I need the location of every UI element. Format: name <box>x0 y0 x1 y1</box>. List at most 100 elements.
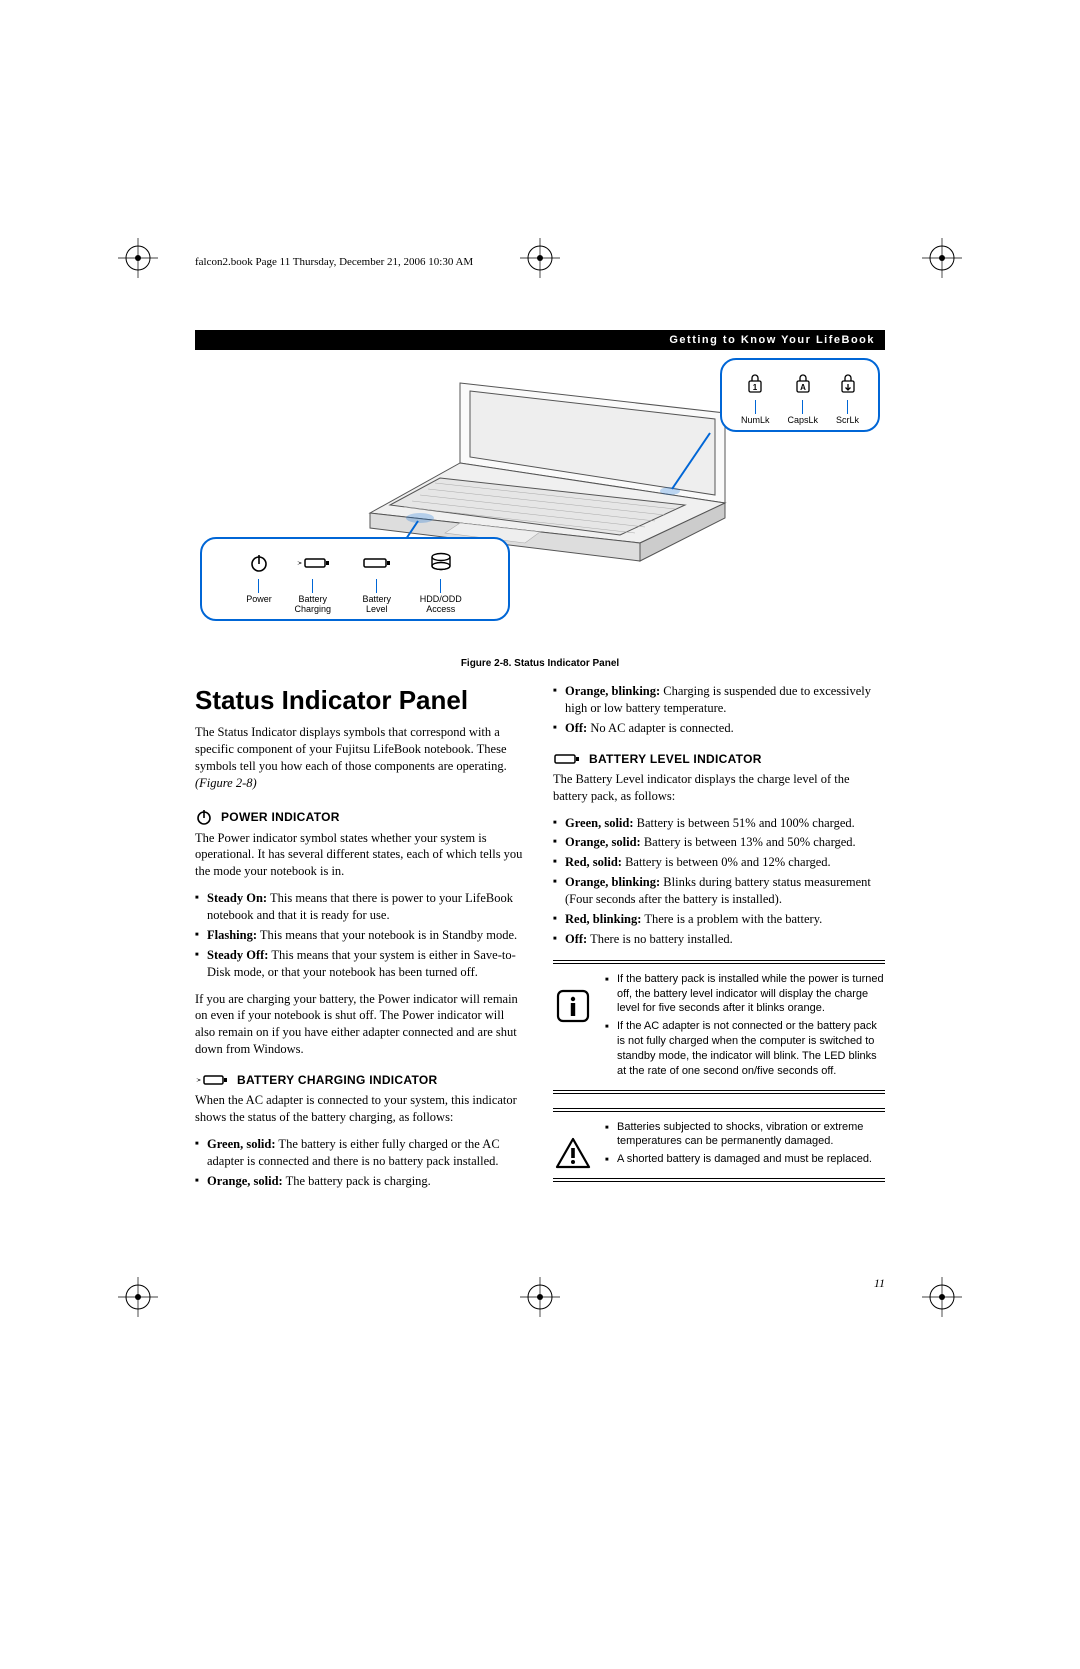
list-item: Batteries subjected to shocks, vibration… <box>605 1120 885 1150</box>
indicator-numlk: 1 NumLk <box>741 370 770 426</box>
charging-bullets-col1: Green, solid: The battery is either full… <box>195 1136 527 1190</box>
battery-charging-icon <box>195 1073 229 1087</box>
bullet-lead: Red, blinking: <box>565 912 641 926</box>
warning-icon <box>553 1136 593 1170</box>
indicator-label: ScrLk <box>836 416 859 426</box>
bullet-text: No AC adapter is connected. <box>587 721 733 735</box>
capslk-icon: A <box>793 370 813 398</box>
list-item: Steady On: This means that there is powe… <box>195 890 527 924</box>
list-item: Flashing: This means that your notebook … <box>195 927 527 944</box>
info-icon <box>553 988 593 1024</box>
section-title: POWER INDICATOR <box>221 809 340 825</box>
list-item: If the AC adapter is not connected or th… <box>605 1019 885 1078</box>
callout-right-row: 1 NumLk A CapsLk <box>734 370 866 426</box>
list-item: Orange, solid: The battery pack is charg… <box>195 1173 527 1190</box>
scrlk-icon <box>837 370 859 398</box>
list-item: If the battery pack is installed while t… <box>605 972 885 1017</box>
crop-mark <box>922 1277 962 1317</box>
list-item: Red, solid: Battery is between 0% and 12… <box>553 854 885 871</box>
power-bullets: Steady On: This means that there is powe… <box>195 890 527 980</box>
indicator-scrlk: ScrLk <box>836 370 859 426</box>
svg-text:A: A <box>800 383 806 392</box>
list-item: Steady Off: This means that your system … <box>195 947 527 981</box>
bullet-lead: Off: <box>565 932 587 946</box>
note-warning-bullets: Batteries subjected to shocks, vibration… <box>605 1120 885 1171</box>
list-item: Off: There is no battery installed. <box>553 931 885 948</box>
section-battlevel-heading: BATTERY LEVEL INDICATOR <box>553 751 885 767</box>
text-columns: Status Indicator Panel The Status Indica… <box>195 683 885 1200</box>
bullet-text: This means that your notebook is in Stan… <box>257 928 517 942</box>
figure-caption: Figure 2-8. Status Indicator Panel <box>195 658 885 669</box>
list-item: Red, blinking: There is a problem with t… <box>553 911 885 928</box>
content-area: Getting to Know Your LifeBook <box>195 330 885 1200</box>
list-item: Off: No AC adapter is connected. <box>553 720 885 737</box>
charging-body: When the AC adapter is connected to your… <box>195 1092 527 1126</box>
intro-paragraph: The Status Indicator displays symbols th… <box>195 724 527 792</box>
indicator-capslk: A CapsLk <box>787 370 818 426</box>
callout-right: 1 NumLk A CapsLk <box>720 358 880 432</box>
leader-line <box>312 579 313 593</box>
hdd-icon <box>429 549 453 577</box>
leader-line <box>802 400 803 414</box>
bullet-lead: Red, solid: <box>565 855 622 869</box>
page-number: 11 <box>874 1276 885 1291</box>
leader-line <box>440 579 441 593</box>
list-item: Green, solid: Battery is between 51% and… <box>553 815 885 832</box>
list-item: A shorted battery is damaged and must be… <box>605 1152 885 1167</box>
note-info-bullets: If the battery pack is installed while t… <box>605 972 885 1082</box>
callout-left: Power Battery Charging B <box>200 537 510 621</box>
bullet-lead: Green, solid: <box>565 816 634 830</box>
bullet-lead: Orange, solid: <box>565 835 641 849</box>
svg-text:1: 1 <box>753 383 758 392</box>
indicator-label: Power <box>246 595 272 605</box>
bullet-text: There is a problem with the battery. <box>641 912 822 926</box>
crop-mark <box>118 238 158 278</box>
section-power-heading: POWER INDICATOR <box>195 808 527 826</box>
bullet-text: Battery is between 51% and 100% charged. <box>634 816 855 830</box>
bullet-lead: Orange, blinking: <box>565 875 660 889</box>
note-info-block: If the battery pack is installed while t… <box>553 960 885 1094</box>
indicator-label: HDD/ODD Access <box>418 595 464 615</box>
crop-mark <box>520 238 560 278</box>
intro-text: The Status Indicator displays symbols th… <box>195 725 507 773</box>
note-warning-block: Batteries subjected to shocks, vibration… <box>553 1108 885 1183</box>
power-icon <box>195 808 213 826</box>
indicator-battery-level: Battery Level <box>354 549 400 615</box>
section-title: BATTERY CHARGING INDICATOR <box>237 1072 437 1088</box>
bullet-text: The battery pack is charging. <box>283 1174 431 1188</box>
bullet-lead: Green, solid: <box>207 1137 276 1151</box>
bullet-lead: Steady Off: <box>207 948 268 962</box>
power-icon <box>248 549 270 577</box>
figure-status-indicator-panel: Power Battery Charging B <box>195 362 885 652</box>
leader-line <box>847 400 848 414</box>
battery-level-icon <box>553 752 581 766</box>
battery-charging-icon <box>295 549 331 577</box>
list-item: Orange, blinking: Charging is suspended … <box>553 683 885 717</box>
bullet-text: Battery is between 13% and 50% charged. <box>641 835 856 849</box>
indicator-label: NumLk <box>741 416 770 426</box>
charging-bullets-col2: Orange, blinking: Charging is suspended … <box>553 683 885 737</box>
power-body-2: If you are charging your battery, the Po… <box>195 991 527 1059</box>
document-page: falcon2.book Page 11 Thursday, December … <box>0 0 1080 1669</box>
section-header-bar: Getting to Know Your LifeBook <box>195 330 885 350</box>
list-item: Orange, blinking: Blinks during battery … <box>553 874 885 908</box>
running-head: falcon2.book Page 11 Thursday, December … <box>195 256 473 268</box>
indicator-label: Battery Level <box>354 595 400 615</box>
column-right: Orange, blinking: Charging is suspended … <box>553 683 885 1200</box>
bullet-lead: Flashing: <box>207 928 257 942</box>
bullet-text: There is no battery installed. <box>587 932 733 946</box>
leader-line <box>376 579 377 593</box>
bullet-lead: Steady On: <box>207 891 267 905</box>
section-charging-heading: BATTERY CHARGING INDICATOR <box>195 1072 527 1088</box>
bullet-text: Battery is between 0% and 12% charged. <box>622 855 831 869</box>
indicator-label: CapsLk <box>787 416 818 426</box>
callout-left-row: Power Battery Charging B <box>214 549 496 615</box>
figure-reference: (Figure 2-8) <box>195 776 257 790</box>
page-title: Status Indicator Panel <box>195 683 527 718</box>
section-title: BATTERY LEVEL INDICATOR <box>589 751 762 767</box>
leader-line <box>755 400 756 414</box>
power-body: The Power indicator symbol states whethe… <box>195 830 527 881</box>
indicator-battery-charging: Battery Charging <box>290 549 336 615</box>
crop-mark <box>118 1277 158 1317</box>
bullet-lead: Off: <box>565 721 587 735</box>
